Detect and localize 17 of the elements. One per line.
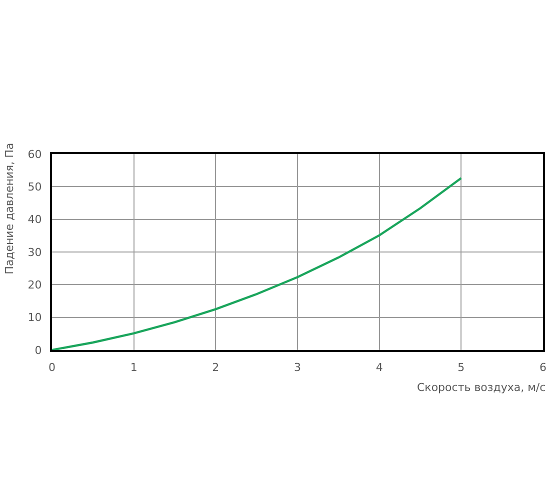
y-tick-label: 50 xyxy=(28,180,42,194)
y-tick-label: 0 xyxy=(34,344,42,357)
x-axis-title: Скорость воздуха, м/с xyxy=(417,381,546,394)
x-tick-label: 2 xyxy=(212,361,220,374)
x-tick-label: 0 xyxy=(48,361,56,374)
x-tick-label: 1 xyxy=(130,361,138,374)
y-tick-label: 20 xyxy=(28,278,42,292)
y-tick-label: 10 xyxy=(28,311,42,324)
line-series xyxy=(52,177,462,350)
x-tick-label: 4 xyxy=(376,361,383,374)
y-axis-title: Падение давления, Па xyxy=(2,142,16,274)
x-tick-label: 3 xyxy=(294,361,301,374)
y-tick-label: 60 xyxy=(28,148,42,161)
y-tick-label: 30 xyxy=(28,246,42,259)
x-tick-label: 5 xyxy=(458,361,465,374)
x-tick-label: 6 xyxy=(540,361,546,374)
y-tick-label: 40 xyxy=(28,213,42,226)
